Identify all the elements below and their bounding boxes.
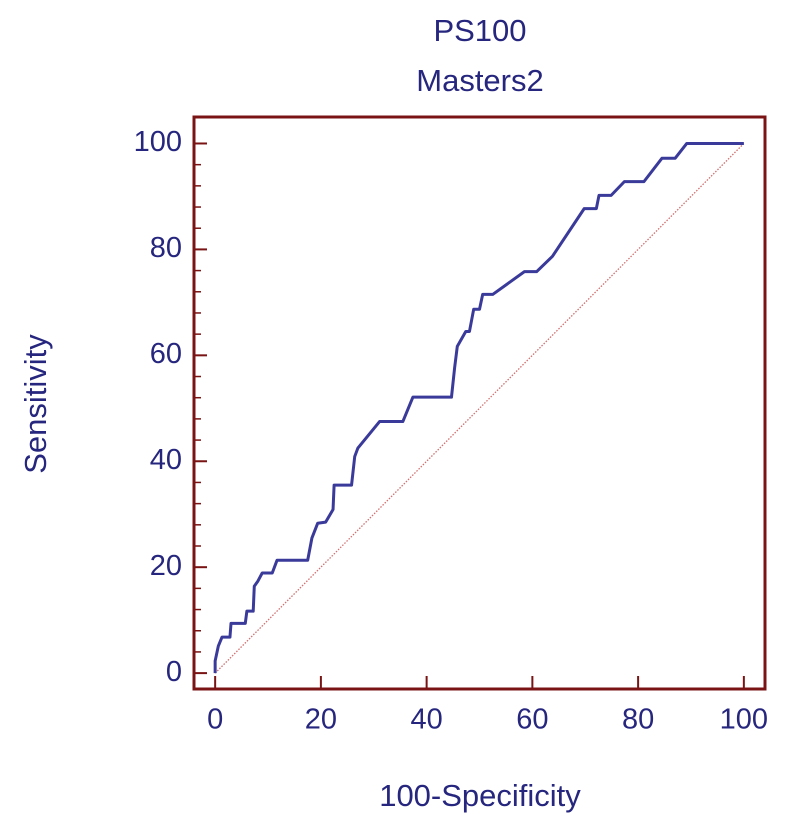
chart-subtitle: Masters2 (416, 63, 543, 98)
x-tick-label: 60 (516, 704, 548, 736)
x-tick-label: 100 (720, 704, 768, 736)
y-tick-label: 20 (150, 550, 182, 582)
x-tick-label: 0 (207, 704, 223, 736)
y-tick-label: 60 (150, 338, 182, 370)
plot-frame (192, 115, 767, 691)
roc-curve (213, 141, 744, 674)
y-tick-label: 0 (166, 656, 182, 688)
y-tick-label: 80 (150, 232, 182, 264)
x-tick-label: 80 (622, 704, 654, 736)
y-tick-label: 100 (134, 126, 182, 158)
y-axis-label: Sensitivity (18, 334, 53, 474)
chart-title: PS100 (433, 13, 526, 48)
x-axis-label: 100-Specificity (379, 778, 581, 813)
x-tick-label: 40 (410, 704, 442, 736)
x-tick-label: 20 (305, 704, 337, 736)
reference-line (214, 143, 745, 674)
y-tick-label: 40 (150, 444, 182, 476)
